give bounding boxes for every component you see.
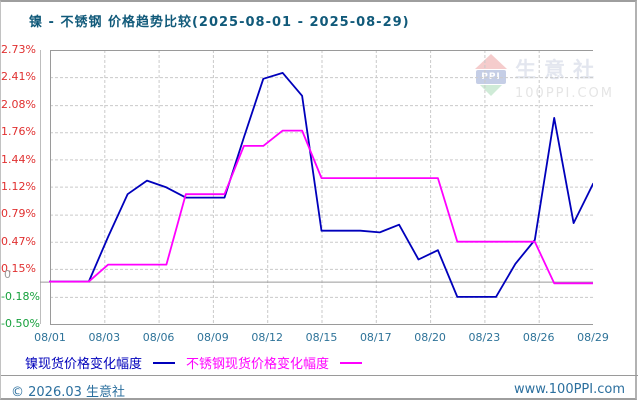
plot-area: PPI 生意社 100PPI.COM 2.73% 2.41% 2.08% 1.76% 1… xyxy=(1,2,638,350)
y-tick-label: 1.44% xyxy=(1,152,36,166)
brand-logo-house-icon: PPI xyxy=(475,54,507,96)
series-line-stainless xyxy=(49,129,593,285)
plot-svg xyxy=(40,50,593,325)
y-tick-label: 2.41% xyxy=(1,70,36,84)
x-tick-label: 08/23 xyxy=(468,331,501,344)
legend: 镍现货价格变化幅度 不锈钢现货价格变化幅度 xyxy=(25,353,363,372)
legend-line-swatch-stainless xyxy=(340,361,363,364)
y-tick-label: 1.76% xyxy=(1,125,36,139)
zero-tick-label: 0 xyxy=(4,268,11,281)
legend-item-stainless: 不锈钢现货价格变化幅度 xyxy=(186,353,363,372)
y-tick-label: 0.47% xyxy=(1,234,36,248)
footer-divider xyxy=(1,375,638,376)
y-tick-label: 0.15% xyxy=(1,262,36,276)
x-tick-label: 08/29 xyxy=(577,331,609,344)
chart-title: 镍 - 不锈钢 价格趋势比较(2025-08-01 - 2025-08-29) xyxy=(29,15,410,30)
logo-arrow-icon xyxy=(480,85,502,96)
x-tick-label: 08/17 xyxy=(359,331,392,344)
y-tick-label: 2.08% xyxy=(1,97,36,111)
y-tick-label: -0.50% xyxy=(1,317,40,330)
x-tick-label: 08/03 xyxy=(88,331,121,344)
y-tick-label: -0.18% xyxy=(1,289,40,303)
x-tick-label: 08/09 xyxy=(197,331,229,344)
legend-item-nickel: 镍现货价格变化幅度 xyxy=(25,353,176,372)
y-tick-label: 2.73% xyxy=(1,43,36,56)
legend-label-nickel: 镍现货价格变化幅度 xyxy=(25,357,143,372)
y-tick-label: 0.79% xyxy=(1,207,36,221)
y-tick-label: 1.12% xyxy=(1,180,36,193)
footer-copyright: © 2026.03 生意社 xyxy=(11,385,126,400)
legend-line-swatch-nickel xyxy=(153,361,176,364)
x-tick-label: 08/12 xyxy=(251,331,284,344)
logo-ppi-box: PPI xyxy=(476,70,506,84)
series-line-nickel xyxy=(49,71,593,298)
logo-roof-icon xyxy=(475,54,507,69)
plot-border xyxy=(50,50,593,325)
x-tick-label: 08/26 xyxy=(522,331,555,344)
x-tick-label: 08/15 xyxy=(305,331,338,344)
x-tick-label: 08/01 xyxy=(34,331,66,344)
x-tick-label: 08/20 xyxy=(414,331,446,344)
footer-website-link[interactable]: www.100PPI.com xyxy=(513,382,625,397)
legend-label-stainless: 不锈钢现货价格变化幅度 xyxy=(186,357,330,372)
x-tick-label: 08/06 xyxy=(142,331,175,344)
x-axis: 08/01 08/03 08/06 08/09 08/12 08/15 08/17 08/20… xyxy=(1,331,638,347)
